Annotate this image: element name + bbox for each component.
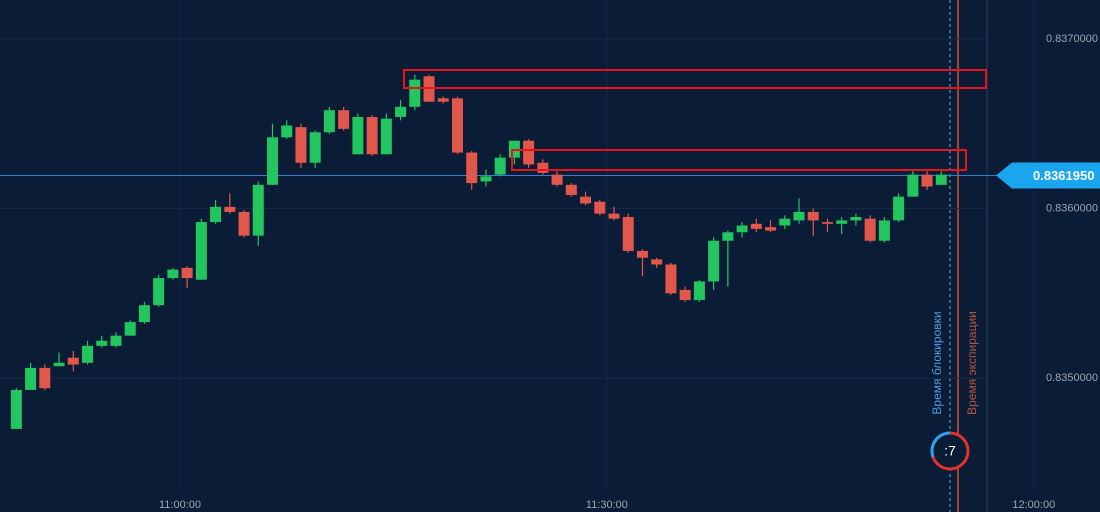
candle-body [537, 162, 549, 173]
candle-body [921, 174, 933, 187]
candle-body [39, 367, 51, 389]
timer-arc [930, 431, 951, 458]
y-tick-label: 0.8370000 [1046, 33, 1098, 45]
candle-body [523, 140, 535, 165]
candle-body [82, 345, 94, 363]
zone-box [511, 149, 967, 171]
expiry-label: Время экспирации [965, 311, 979, 415]
price-label: 0.8361950 [1033, 168, 1094, 183]
candle-body [622, 217, 634, 251]
x-tick-label: 12:00:00 [1012, 499, 1055, 511]
candle-body [380, 118, 392, 155]
zone-box [403, 69, 987, 89]
candle-body [409, 79, 421, 107]
candle-body [451, 98, 463, 153]
candle-body [238, 211, 250, 236]
candle-body [907, 174, 919, 197]
candle-body [67, 357, 79, 365]
candle-body [722, 232, 734, 241]
candle-body [352, 116, 364, 155]
candle-body [252, 184, 264, 236]
candle-body [807, 211, 819, 221]
candle-body [266, 137, 278, 185]
timer: :7 [944, 443, 956, 459]
candle-body [366, 116, 378, 155]
candle-body [736, 225, 748, 233]
price-badge [996, 162, 1100, 189]
candle-body [935, 174, 947, 185]
candle-body [779, 218, 791, 226]
y-tick-label: 0.8360000 [1046, 202, 1098, 214]
candle-body [466, 152, 478, 184]
candle-body [708, 240, 720, 282]
candle-body [110, 335, 122, 346]
candle-body [594, 201, 606, 214]
candle-body [565, 184, 577, 195]
candle-body [53, 362, 65, 367]
candle-body [25, 367, 37, 390]
candle-body [608, 213, 620, 219]
candle-body [309, 132, 321, 163]
candle-body [821, 222, 833, 224]
candle-body [636, 250, 648, 258]
candle-body [423, 76, 435, 102]
candle-body [181, 267, 193, 279]
candle-body [836, 220, 848, 224]
candle-body [864, 218, 876, 241]
candle-body [480, 176, 492, 182]
candle-body [850, 217, 862, 221]
candle-body [693, 281, 705, 301]
candle-body [679, 289, 691, 301]
candle-body [494, 157, 506, 175]
candle-body [124, 322, 136, 336]
candle-body [96, 340, 108, 346]
block-label: Время блокировки [930, 311, 944, 414]
candle-body [167, 269, 179, 279]
candle-body [551, 174, 563, 185]
candle-body [153, 278, 165, 306]
candle-body [793, 211, 805, 221]
candle-body [10, 389, 22, 429]
candle-body [281, 125, 293, 138]
candle-body [878, 220, 890, 241]
candle-body [665, 264, 677, 294]
candle-body [210, 206, 222, 223]
candle-body [224, 206, 236, 212]
candle-body [138, 305, 150, 323]
candle-body [395, 106, 407, 117]
x-tick-label: 11:30:00 [586, 499, 628, 511]
x-tick-label: 11:00:00 [159, 499, 201, 511]
candle-body [437, 98, 449, 102]
candle-body [295, 127, 307, 163]
candle-body [893, 196, 905, 221]
y-tick-label: 0.8350000 [1046, 372, 1098, 384]
candle-body [750, 223, 762, 229]
candle-body [323, 110, 335, 133]
candle-body [651, 259, 663, 265]
candle-body [195, 222, 207, 280]
candle-body [338, 110, 350, 129]
candle-body [765, 227, 777, 231]
candle-body [580, 196, 592, 204]
